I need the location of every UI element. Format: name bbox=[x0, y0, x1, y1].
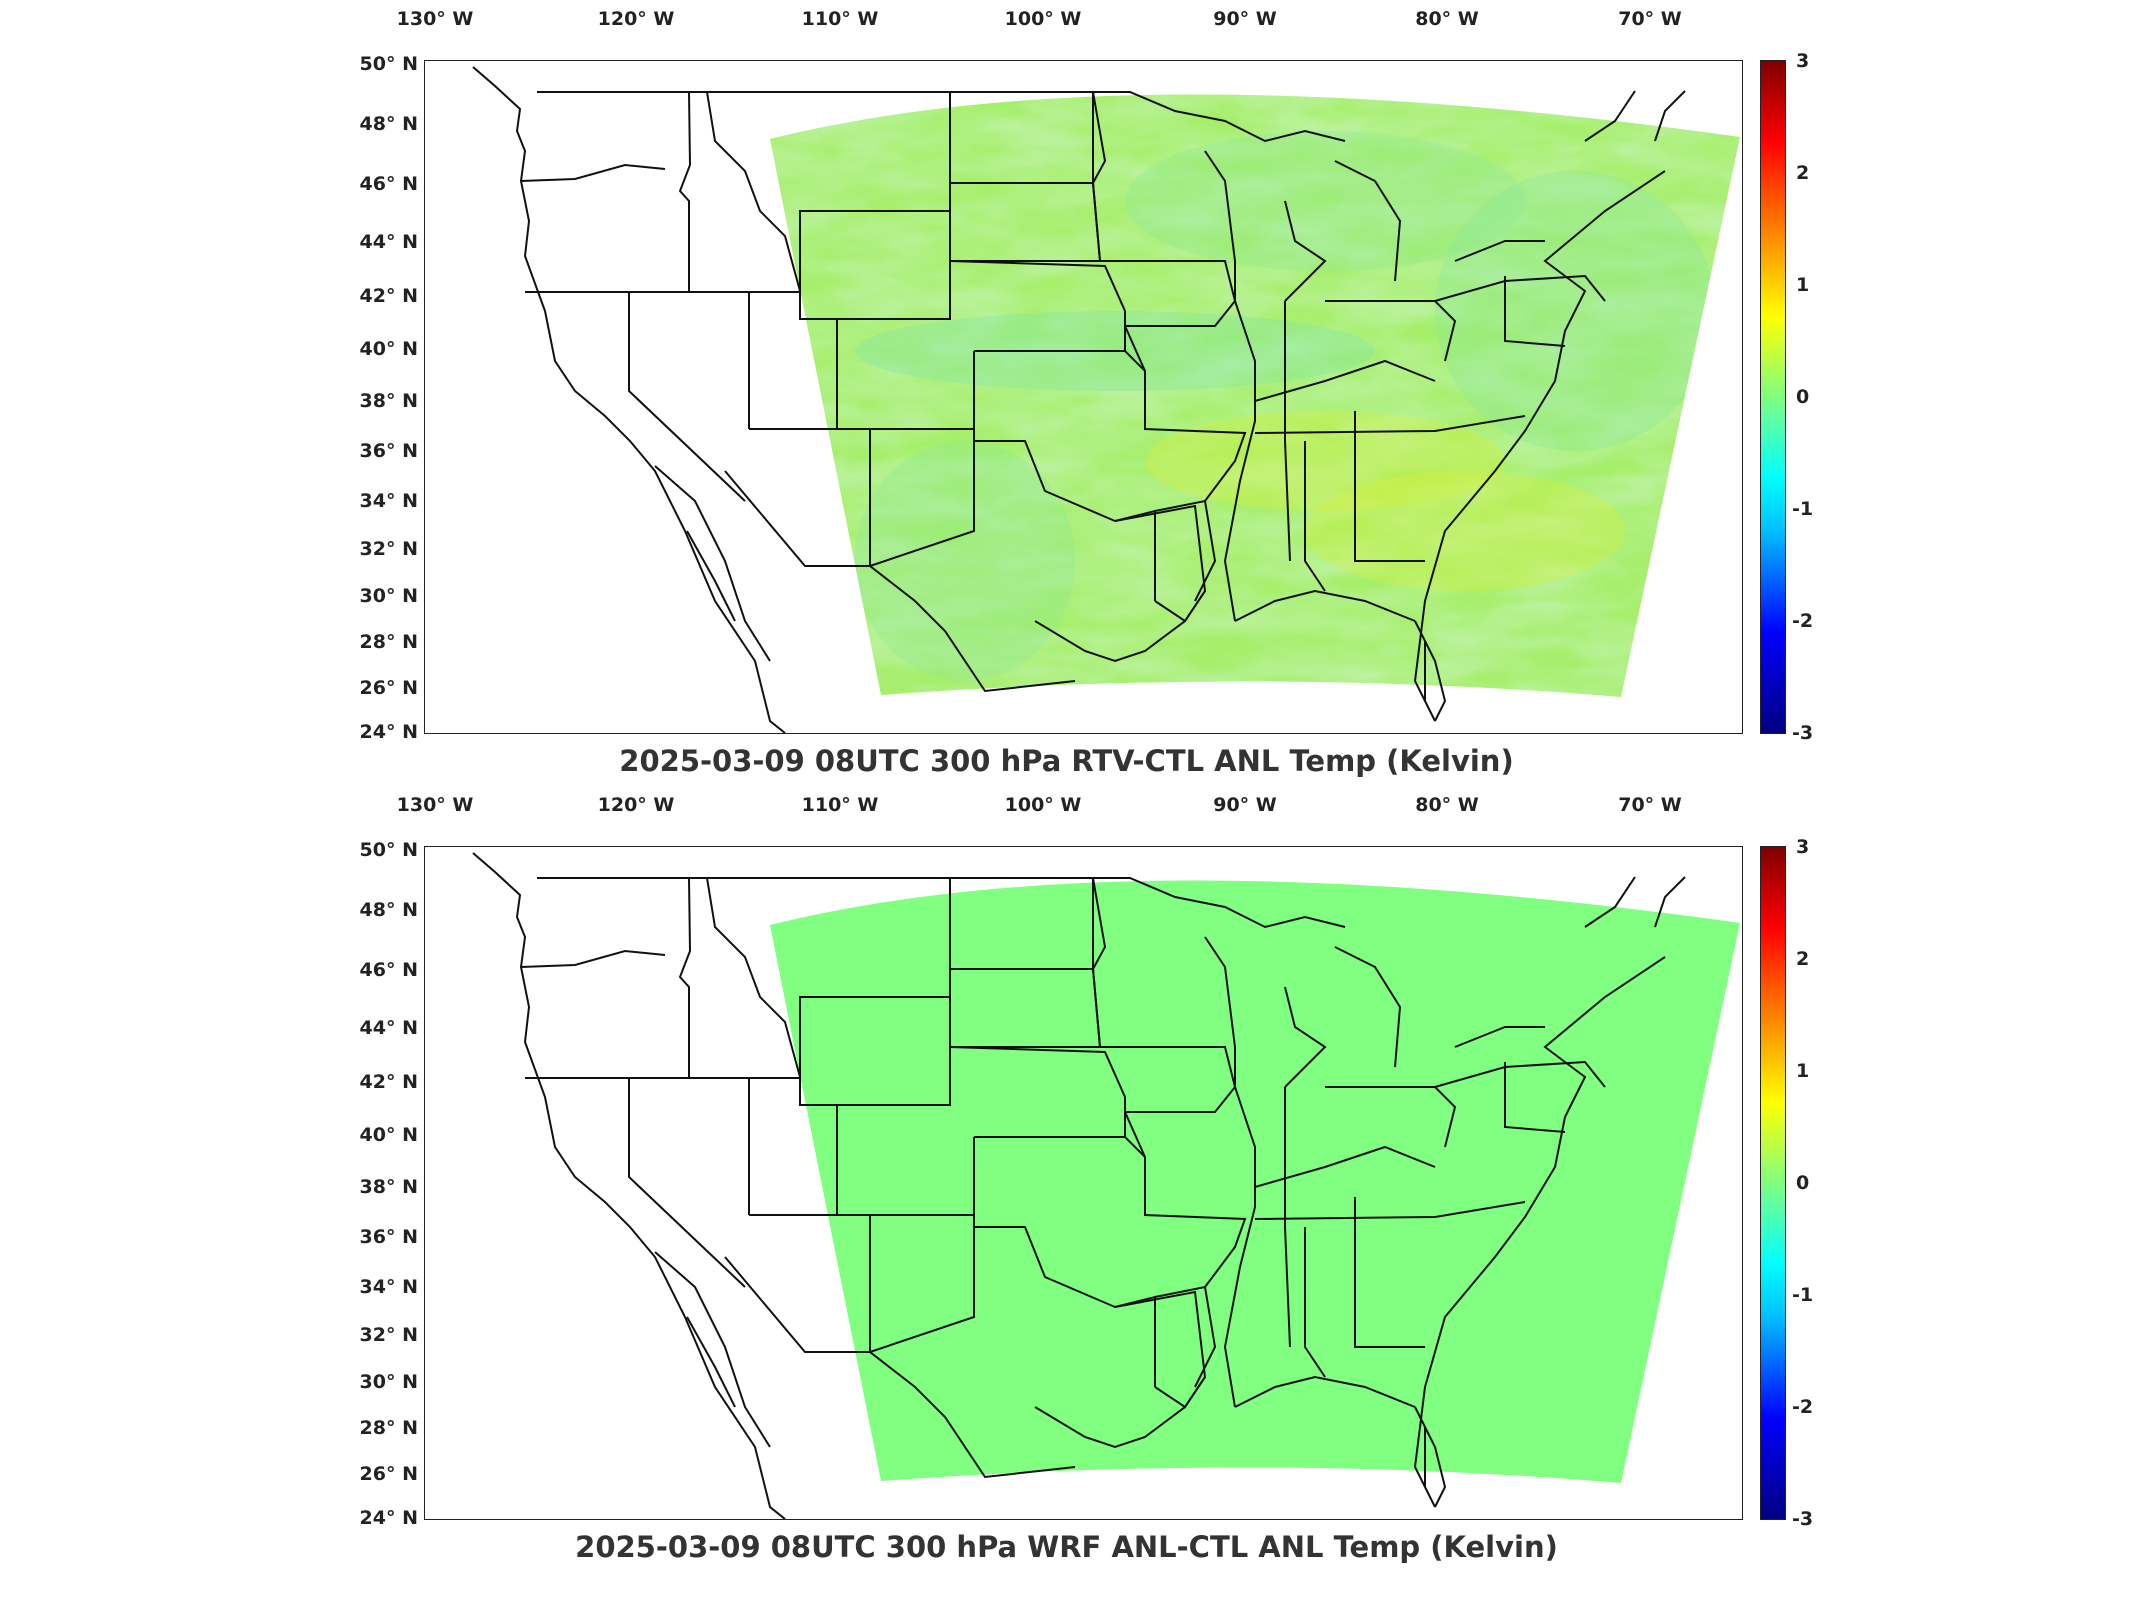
bottom-panel: 130° W 120° W 110° W 100° W 90° W 80° W … bbox=[0, 786, 2133, 1600]
lon-label: 110° W bbox=[801, 8, 879, 30]
colorbar-tick-label: 3 bbox=[1796, 836, 1810, 858]
lat-label: 42° N bbox=[359, 1071, 418, 1093]
lat-label: 44° N bbox=[359, 231, 418, 253]
lat-label: 30° N bbox=[359, 585, 418, 607]
lat-label: 48° N bbox=[359, 899, 418, 921]
lat-label: 50° N bbox=[359, 839, 418, 861]
lat-label: 28° N bbox=[359, 1417, 418, 1439]
lat-label: 36° N bbox=[359, 440, 418, 462]
lat-label: 46° N bbox=[359, 173, 418, 195]
state-boundaries bbox=[472, 66, 1686, 733]
lon-label: 100° W bbox=[1004, 794, 1082, 816]
lat-label: 26° N bbox=[359, 677, 418, 699]
colorbar-tick-label: 1 bbox=[1796, 1060, 1810, 1082]
temperature-anomaly-texture bbox=[770, 94, 1740, 697]
map-plot-area bbox=[424, 846, 1743, 1520]
lat-label: 24° N bbox=[359, 1507, 418, 1529]
colorbar-tick-label: -1 bbox=[1792, 1284, 1814, 1306]
lat-label: 40° N bbox=[359, 338, 418, 360]
lat-label: 40° N bbox=[359, 1124, 418, 1146]
lon-label: 90° W bbox=[1213, 794, 1277, 816]
lon-label: 70° W bbox=[1618, 794, 1682, 816]
lat-label: 42° N bbox=[359, 285, 418, 307]
lat-label: 30° N bbox=[359, 1371, 418, 1393]
colorbar-tick-label: -3 bbox=[1792, 722, 1814, 744]
lon-label: 120° W bbox=[597, 794, 675, 816]
lon-label: 110° W bbox=[801, 794, 879, 816]
lat-label: 34° N bbox=[359, 1276, 418, 1298]
lon-label: 120° W bbox=[597, 8, 675, 30]
colorbar-tick-label: 1 bbox=[1796, 274, 1810, 296]
colorbar bbox=[1760, 60, 1786, 734]
map-svg bbox=[472, 852, 1740, 1519]
colorbar-tick-label: -2 bbox=[1792, 1396, 1814, 1418]
colorbar-tick-label: -3 bbox=[1792, 1508, 1814, 1530]
lat-label: 28° N bbox=[359, 631, 418, 653]
state-boundaries bbox=[472, 852, 1686, 1519]
lat-label: 38° N bbox=[359, 390, 418, 412]
map-svg bbox=[472, 66, 1740, 733]
colorbar-tick-label: 3 bbox=[1796, 50, 1810, 72]
colorbar-tick-label: -1 bbox=[1792, 498, 1814, 520]
map-plot-area bbox=[424, 60, 1743, 734]
colorbar bbox=[1760, 846, 1786, 1520]
lon-label: 130° W bbox=[396, 8, 474, 30]
lat-label: 32° N bbox=[359, 1324, 418, 1346]
colorbar-tick-label: 0 bbox=[1796, 386, 1810, 408]
colorbar-tick-label: -2 bbox=[1792, 610, 1814, 632]
colorbar-tick-label: 2 bbox=[1796, 948, 1810, 970]
lon-label: 80° W bbox=[1415, 8, 1479, 30]
lat-label: 32° N bbox=[359, 538, 418, 560]
lon-label: 90° W bbox=[1213, 8, 1277, 30]
map-title: 2025-03-09 08UTC 300 hPa RTV-CTL ANL Tem… bbox=[619, 744, 1514, 778]
lon-label: 130° W bbox=[396, 794, 474, 816]
lat-label: 24° N bbox=[359, 721, 418, 743]
lat-label: 34° N bbox=[359, 490, 418, 512]
lat-label: 26° N bbox=[359, 1463, 418, 1485]
lat-label: 48° N bbox=[359, 113, 418, 135]
lat-label: 38° N bbox=[359, 1176, 418, 1198]
colorbar-tick-label: 0 bbox=[1796, 1172, 1810, 1194]
lon-label: 100° W bbox=[1004, 8, 1082, 30]
lat-label: 50° N bbox=[359, 53, 418, 75]
lon-label: 70° W bbox=[1618, 8, 1682, 30]
colorbar-tick-label: 2 bbox=[1796, 162, 1810, 184]
lat-label: 46° N bbox=[359, 959, 418, 981]
lat-label: 36° N bbox=[359, 1226, 418, 1248]
lat-label: 44° N bbox=[359, 1017, 418, 1039]
lon-label: 80° W bbox=[1415, 794, 1479, 816]
top-panel: 130° W 120° W 110° W 100° W 90° W 80° W … bbox=[359, 8, 1814, 778]
map-title: 2025-03-09 08UTC 300 hPa WRF ANL-CTL ANL… bbox=[575, 1530, 1558, 1564]
